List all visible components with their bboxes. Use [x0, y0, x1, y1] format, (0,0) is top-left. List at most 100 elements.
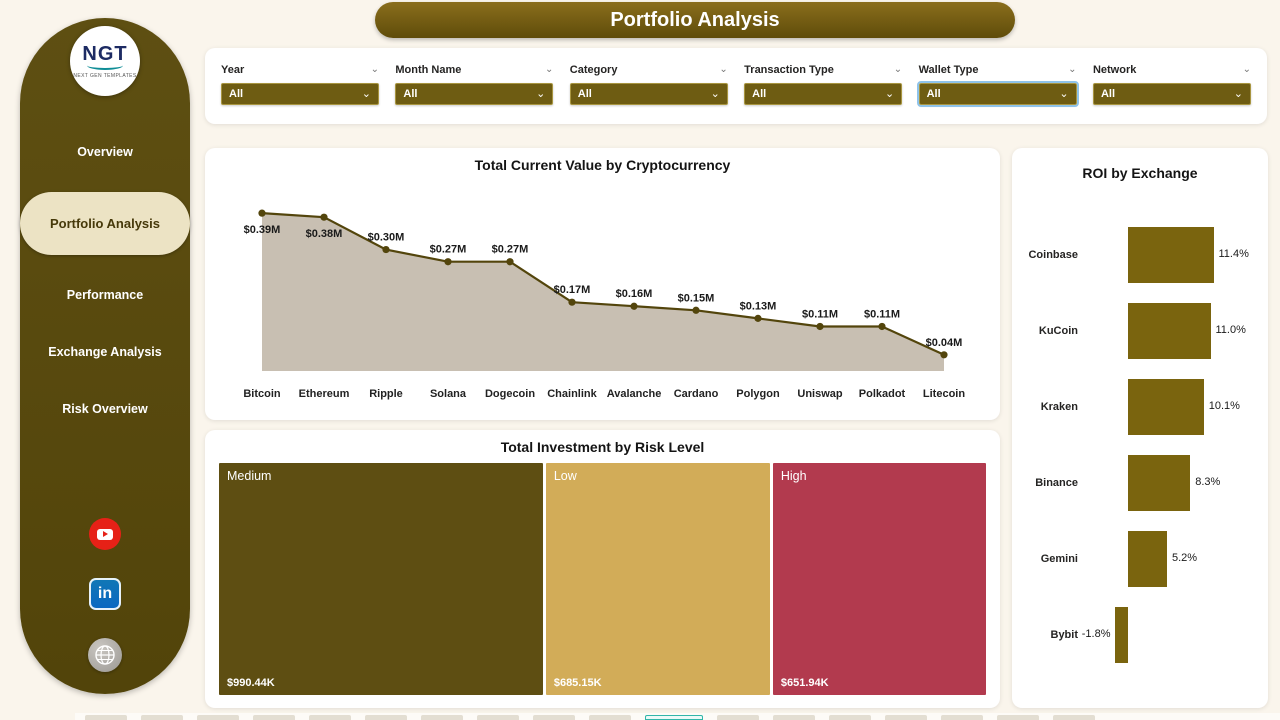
- cropped-chip: [533, 715, 575, 720]
- sidebar-social: in: [20, 518, 190, 672]
- linkedin-icon[interactable]: in: [89, 578, 121, 610]
- sidebar-item-exchange-analysis[interactable]: Exchange Analysis: [48, 345, 162, 359]
- filter-selected-value: All: [752, 88, 767, 100]
- roi-bar-kraken[interactable]: [1128, 379, 1204, 435]
- tile-category-label: Medium: [227, 469, 272, 483]
- data-point-polkadot[interactable]: [877, 322, 886, 331]
- chevron-down-icon[interactable]: ⌄: [370, 64, 379, 75]
- chevron-down-icon[interactable]: ⌄: [1068, 64, 1077, 75]
- x-axis-label-uniswap: Uniswap: [797, 388, 843, 400]
- filter-transaction-type: Transaction Type ⌄ All ⌄: [744, 64, 903, 105]
- tile-value-label: $685.15K: [553, 677, 602, 689]
- filter-header: Month Name ⌄: [395, 64, 553, 76]
- chevron-down-icon[interactable]: ⌄: [893, 64, 903, 75]
- roi-bar-kucoin[interactable]: [1128, 303, 1211, 359]
- youtube-play-box: [97, 528, 113, 540]
- x-axis-label-dogecoin: Dogecoin: [484, 388, 534, 400]
- data-point-cardano[interactable]: [691, 306, 700, 314]
- treemap-tile-medium[interactable]: Medium $990.44K: [219, 463, 543, 695]
- data-point-chainlink[interactable]: [567, 298, 576, 306]
- cropped-chip: [941, 715, 983, 720]
- filter-label: Transaction Type: [744, 64, 834, 76]
- value-label: $0.04M: [925, 337, 962, 349]
- value-label: $0.11M: [801, 308, 837, 320]
- value-label: $0.27M: [429, 244, 466, 256]
- logo-subtext: NEXT GEN TEMPLATES: [73, 72, 137, 79]
- roi-bar-gemini[interactable]: [1128, 531, 1167, 587]
- roi-value-label: 11.4%: [1218, 248, 1249, 260]
- roi-bar-coinbase[interactable]: [1128, 227, 1214, 283]
- roi-chart-card: ROI by Exchange Coinbase 11.4% KuCoin 11.0%…: [1012, 148, 1268, 708]
- value-label: $0.38M: [305, 228, 342, 240]
- roi-value-label: 11.0%: [1215, 324, 1246, 336]
- chevron-down-icon[interactable]: ⌄: [1242, 64, 1251, 75]
- filter-dropdown-transaction-type[interactable]: All ⌄: [744, 83, 903, 105]
- roi-bar-area: 11.4%: [1084, 217, 1260, 293]
- sidebar-item-performance[interactable]: Performance: [66, 288, 144, 302]
- data-point-litecoin[interactable]: [939, 351, 948, 359]
- filter-dropdown-month-name[interactable]: All ⌄: [395, 83, 554, 105]
- filter-month-name: Month Name ⌄ All ⌄: [395, 64, 554, 105]
- youtube-play-triangle: [103, 531, 108, 537]
- cropped-chip: [829, 715, 871, 720]
- roi-value-label: 5.2%: [1172, 552, 1198, 564]
- filter-dropdown-wallet-type[interactable]: All ⌄: [916, 81, 1079, 107]
- data-point-polygon[interactable]: [753, 314, 762, 322]
- roi-bar-bybit[interactable]: [1114, 607, 1128, 663]
- filter-category: Category ⌄ All ⌄: [569, 64, 728, 105]
- roi-bar-area: 11.0%: [1084, 293, 1260, 369]
- cropped-chip: [885, 715, 927, 720]
- sidebar-item-portfolio-analysis[interactable]: Portfolio Analysis: [20, 192, 190, 255]
- filter-bar: Year ⌄ All ⌄ Month Name ⌄ All ⌄ Category ⌄ All ⌄ Tra…: [205, 48, 1267, 124]
- data-point-solana[interactable]: [443, 258, 452, 266]
- area-chart-card: Total Current Value by Cryptocurrency $0…: [205, 148, 1000, 420]
- treemap-tile-low[interactable]: Low $685.15K: [545, 463, 770, 695]
- cropped-chip: [253, 715, 295, 720]
- value-label: $0.30M: [367, 232, 404, 244]
- roi-category-label: KuCoin: [1038, 325, 1078, 337]
- filter-dropdown-year[interactable]: All ⌄: [221, 83, 379, 105]
- roi-value-label: 8.3%: [1195, 476, 1221, 488]
- filter-dropdown-category[interactable]: All ⌄: [569, 83, 728, 105]
- treemap-tile-high[interactable]: High $651.94K: [772, 463, 986, 695]
- data-point-ripple[interactable]: [381, 245, 390, 254]
- cropped-chip: [717, 715, 759, 720]
- roi-row-coinbase: Coinbase 11.4%: [1020, 217, 1260, 293]
- data-point-dogecoin[interactable]: [505, 258, 514, 266]
- chevron-down-icon: ⌄: [536, 88, 546, 100]
- youtube-icon[interactable]: [89, 518, 121, 550]
- value-label: $0.15M: [677, 292, 714, 304]
- filter-selected-value: All: [577, 88, 592, 100]
- chevron-down-icon[interactable]: ⌄: [545, 64, 554, 75]
- filter-header: Year ⌄: [221, 64, 379, 76]
- x-axis-label-polygon: Polygon: [736, 388, 780, 400]
- data-point-uniswap[interactable]: [815, 322, 824, 331]
- sidebar-item-risk-overview[interactable]: Risk Overview: [62, 402, 148, 416]
- cropped-chip: [1053, 715, 1095, 720]
- chevron-down-icon: ⌄: [361, 88, 371, 100]
- area-fill: [261, 213, 944, 371]
- cropped-chip: [997, 715, 1039, 720]
- cropped-chip: [421, 715, 463, 720]
- filter-year: Year ⌄ All ⌄: [221, 64, 379, 105]
- chevron-down-icon[interactable]: ⌄: [719, 64, 728, 75]
- roi-row-kucoin: KuCoin 11.0%: [1020, 293, 1260, 369]
- data-point-bitcoin[interactable]: [257, 209, 266, 217]
- cropped-chip: [141, 715, 183, 720]
- globe-icon[interactable]: [88, 638, 122, 672]
- value-label: $0.27M: [491, 244, 528, 256]
- filter-dropdown-network[interactable]: All ⌄: [1092, 83, 1251, 105]
- cropped-chip: [85, 715, 127, 720]
- filter-selected-value: All: [1100, 88, 1116, 100]
- sidebar-item-overview[interactable]: Overview: [77, 145, 133, 159]
- data-point-avalanche[interactable]: [629, 302, 638, 310]
- roi-category-label: Bybit: [1050, 629, 1079, 641]
- page-title-banner: Portfolio Analysis: [375, 2, 1015, 38]
- roi-bar-binance[interactable]: [1128, 455, 1191, 511]
- treemap: Medium $990.44K Low $685.15K High $651.94K: [219, 463, 986, 695]
- cropped-chip: [773, 715, 815, 720]
- sidebar-nav: Overview Portfolio Analysis Performance Exc…: [20, 135, 190, 449]
- x-axis-label-solana: Solana: [429, 388, 466, 400]
- filter-selected-value: All: [229, 88, 244, 100]
- data-point-ethereum[interactable]: [319, 213, 328, 221]
